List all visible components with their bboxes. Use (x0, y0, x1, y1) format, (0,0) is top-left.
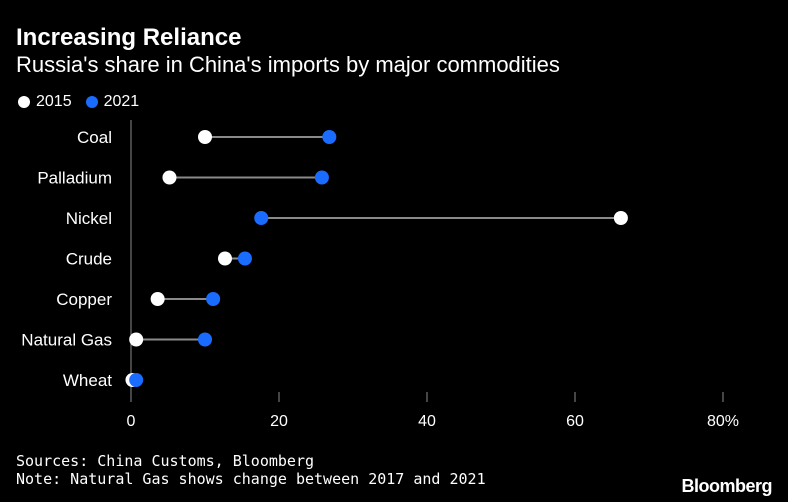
category-label-nickel: Nickel (66, 209, 112, 228)
point-2021-palladium (314, 170, 329, 185)
point-2015-palladium (162, 170, 177, 185)
category-label-wheat: Wheat (63, 371, 112, 390)
point-2021-wheat (129, 373, 144, 387)
category-label-natural-gas: Natural Gas (21, 331, 112, 350)
category-label-palladium: Palladium (37, 169, 112, 188)
point-2015-coal (198, 130, 212, 144)
bloomberg-logo: Bloomberg (681, 476, 772, 496)
x-tick-label-80: 80% (707, 413, 739, 430)
category-label-crude: Crude (66, 250, 112, 269)
point-2015-nickel (613, 211, 628, 225)
legend-item-2015: 2015 (18, 93, 72, 111)
legend-label-2021: 2021 (103, 93, 140, 110)
point-2021-copper (206, 292, 221, 306)
footnote: Note: Natural Gas shows change between 2… (16, 470, 486, 488)
legend-marker-2015 (18, 96, 30, 108)
point-2015-copper (150, 292, 165, 306)
legend: 2015 2021 (18, 92, 153, 112)
point-2015-crude (217, 251, 232, 266)
sources-note: Sources: China Customs, Bloomberg (16, 452, 315, 470)
category-label-copper: Copper (56, 290, 112, 309)
category-label-coal: Coal (77, 128, 112, 147)
x-tick-label-20: 20 (270, 413, 288, 430)
chart-title: Increasing Reliance (16, 24, 242, 51)
x-tick-label-40: 40 (418, 413, 436, 430)
legend-marker-2021 (85, 96, 98, 108)
x-tick-label-60: 60 (566, 413, 584, 430)
legend-item-2021: 2021 (85, 93, 140, 111)
legend-label-2015: 2015 (36, 93, 72, 110)
x-tick-label-0: 0 (127, 413, 136, 430)
point-2021-natural-gas (198, 332, 212, 347)
chart-subtitle: Russia's share in China's imports by maj… (16, 52, 560, 77)
point-2021-nickel (254, 211, 269, 225)
point-2021-crude (237, 251, 252, 266)
point-2021-coal (322, 130, 337, 144)
point-2015-natural-gas (129, 332, 144, 347)
